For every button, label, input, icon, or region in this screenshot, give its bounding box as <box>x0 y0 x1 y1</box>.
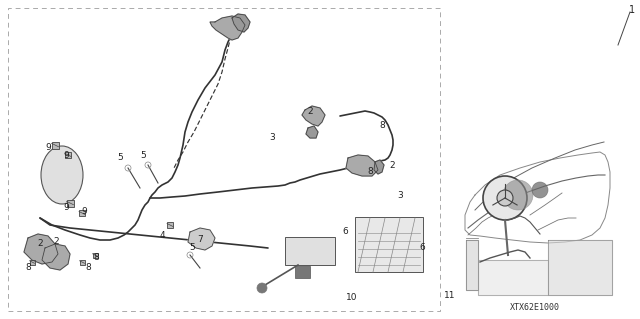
Text: 8: 8 <box>25 263 31 272</box>
Bar <box>295 266 310 278</box>
Text: 7: 7 <box>197 235 203 244</box>
Polygon shape <box>42 244 70 270</box>
Ellipse shape <box>41 146 83 204</box>
Bar <box>285 237 335 265</box>
Text: 2: 2 <box>53 238 59 247</box>
Text: 3: 3 <box>269 133 275 143</box>
Text: 9: 9 <box>63 203 69 211</box>
Text: 8: 8 <box>379 121 385 130</box>
Text: 2: 2 <box>389 160 395 169</box>
Circle shape <box>532 182 548 198</box>
Text: 9: 9 <box>45 144 51 152</box>
Polygon shape <box>478 260 548 295</box>
Polygon shape <box>24 234 58 264</box>
Text: 8: 8 <box>85 263 91 272</box>
Bar <box>167 222 173 228</box>
Text: 1: 1 <box>629 5 635 15</box>
Polygon shape <box>548 240 612 295</box>
Polygon shape <box>188 228 215 250</box>
Polygon shape <box>210 16 245 40</box>
Polygon shape <box>466 240 478 290</box>
Polygon shape <box>306 126 318 138</box>
Text: 5: 5 <box>140 152 146 160</box>
Text: 8: 8 <box>367 167 373 176</box>
Polygon shape <box>302 106 325 126</box>
Circle shape <box>483 176 527 220</box>
Bar <box>29 259 35 264</box>
Circle shape <box>257 283 267 293</box>
Text: 6: 6 <box>342 227 348 236</box>
Circle shape <box>503 180 533 210</box>
Text: 3: 3 <box>397 191 403 201</box>
Text: 9: 9 <box>63 151 69 160</box>
Text: 5: 5 <box>117 153 123 162</box>
Bar <box>79 259 84 264</box>
Bar <box>79 210 85 216</box>
Polygon shape <box>232 14 250 32</box>
Bar <box>67 199 74 206</box>
Text: 6: 6 <box>419 243 425 253</box>
Polygon shape <box>374 160 384 174</box>
Text: 2: 2 <box>307 108 313 116</box>
Bar <box>51 142 58 149</box>
Polygon shape <box>346 155 378 176</box>
Text: 5: 5 <box>189 243 195 253</box>
Bar <box>8 8 440 311</box>
Text: XTX62E1000: XTX62E1000 <box>510 303 560 313</box>
Bar <box>355 217 423 272</box>
Text: 8: 8 <box>93 254 99 263</box>
Circle shape <box>497 190 513 206</box>
Bar <box>93 253 97 257</box>
Text: 4: 4 <box>159 231 165 240</box>
Text: 9: 9 <box>81 207 87 217</box>
Text: 10: 10 <box>346 293 358 302</box>
Text: 11: 11 <box>444 292 456 300</box>
Bar <box>65 152 71 158</box>
Text: 2: 2 <box>37 240 43 249</box>
